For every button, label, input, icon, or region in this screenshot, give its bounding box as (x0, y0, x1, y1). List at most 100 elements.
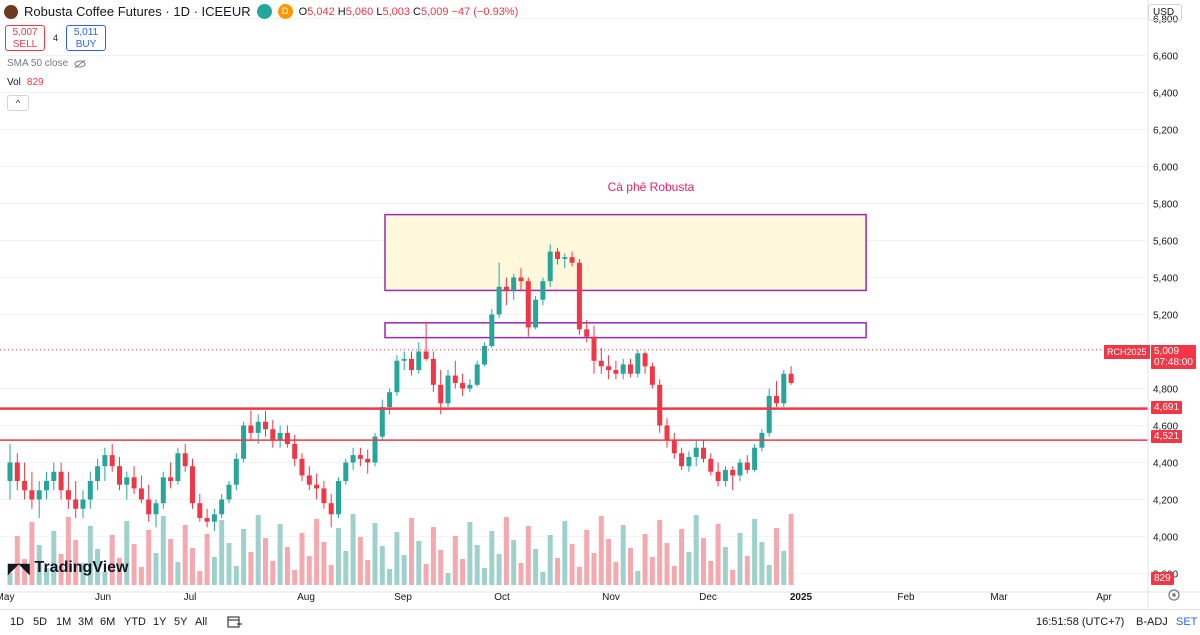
volume-bar (117, 558, 122, 585)
volume-bar (474, 545, 480, 585)
candle-body (387, 392, 393, 407)
delayed-data-badge[interactable]: D (277, 4, 293, 19)
candle-body (467, 384, 473, 389)
volume-bar (533, 549, 539, 585)
tradingview-mark-icon: ◤◥ (8, 559, 30, 576)
candle-body (226, 484, 232, 500)
candle-body (138, 488, 144, 500)
sell-button[interactable]: 5,007 SELL (5, 25, 45, 51)
price-tick-label: 4,000 (1153, 533, 1178, 544)
clock-readout[interactable]: 16:51:58 (UTC+7) (1036, 616, 1125, 628)
volume-bar (226, 543, 232, 585)
candle-body (350, 455, 356, 463)
candle-body (394, 360, 400, 393)
volume-bar (540, 572, 546, 585)
volume-bar (160, 516, 166, 585)
time-tick-label: Oct (494, 592, 510, 603)
sell-label: SELL (12, 39, 38, 50)
support-levels (0, 349, 1148, 441)
candle-body (233, 458, 239, 485)
sma-indicator-legend[interactable]: SMA 50 close (7, 58, 86, 69)
candle-body (270, 429, 276, 441)
candle-body (168, 477, 174, 481)
symbol-header[interactable]: Robusta Coffee Futures · 1D · ICEEUR D O… (4, 4, 518, 19)
volume-bar (336, 528, 341, 585)
symbol-title[interactable]: Robusta Coffee Futures · 1D · ICEEUR (24, 4, 251, 19)
candle-body (788, 373, 794, 383)
session-toggle[interactable]: SET (1176, 616, 1198, 628)
timeframe-3m[interactable]: 3M (78, 616, 94, 628)
buy-button[interactable]: 5,011 BUY (66, 25, 106, 51)
volume-bar (350, 514, 356, 585)
candle-body (211, 514, 217, 522)
candle-body (460, 382, 466, 389)
price-tick-label: 5,400 (1153, 274, 1178, 285)
volume-bar (686, 552, 692, 585)
b-adj-toggle[interactable]: B-ADJ (1136, 616, 1168, 628)
volume-bar (489, 531, 495, 585)
volume-bar (788, 514, 794, 585)
timeframe-1d[interactable]: 1D (10, 616, 25, 628)
chart-canvas[interactable]: Cà phê Robusta 6,8006,6006,4006,2006,000… (0, 0, 1200, 609)
candle-body (715, 471, 721, 481)
volume-bar (102, 572, 108, 585)
candle-body (36, 490, 42, 500)
volume-bar (664, 543, 670, 585)
candle-body (766, 395, 772, 433)
time-tick-label: Mar (990, 592, 1008, 603)
volume-bar (547, 535, 553, 585)
volume-bar (241, 529, 247, 585)
volume-bar (284, 547, 290, 585)
volume-bar (124, 521, 130, 585)
tradingview-logo[interactable]: ◤◥ TradingView (8, 559, 129, 576)
timeframe-all[interactable]: All (195, 616, 208, 628)
timeframe-1y[interactable]: 1Y (153, 616, 167, 628)
volume-bar (555, 558, 560, 585)
candle-body (598, 360, 604, 367)
volume-bars (7, 514, 794, 585)
date-range-icon[interactable] (227, 615, 243, 629)
volume-bar (248, 552, 254, 585)
timeframe-5d[interactable]: 5D (33, 616, 48, 628)
volume-bar (482, 568, 487, 585)
volume-bar (628, 548, 633, 585)
collapse-legend-button[interactable]: ^ (7, 95, 29, 111)
timeframe-ytd[interactable]: YTD (124, 616, 146, 628)
time-axis-ticks: May Jun Jul Aug Sep Oct Nov Dec 2025 Feb Mar Apr (0, 592, 1112, 603)
settings-gear-icon[interactable] (1168, 589, 1180, 601)
market-open-icon[interactable] (256, 4, 272, 19)
sma-label: SMA 50 close (7, 58, 69, 69)
chart-annotation[interactable]: Cà phê Robusta (608, 180, 695, 194)
volume-bar (584, 530, 590, 585)
candle-body (328, 503, 334, 515)
candle-body (569, 257, 575, 263)
volume-bar (503, 517, 509, 585)
volume-bar (606, 539, 612, 585)
candle-body (518, 277, 524, 282)
volume-bar (401, 555, 407, 585)
volume-bar (693, 515, 699, 585)
candle-body (248, 425, 254, 433)
vol-value: 829 (26, 77, 44, 88)
volume-bar (58, 554, 64, 585)
price-tick-label: 4,600 (1153, 422, 1178, 433)
volume-bar (211, 557, 217, 585)
candle-body (606, 366, 612, 370)
eye-hidden-icon[interactable] (74, 59, 86, 69)
candle-body (635, 353, 641, 374)
timeframe-6m[interactable]: 6M (100, 616, 116, 628)
currency-selector[interactable]: USD (1148, 4, 1182, 21)
price-tick-label: 4,200 (1153, 496, 1178, 507)
timeframe-5y[interactable]: 5Y (174, 616, 188, 628)
candle-body (781, 373, 787, 404)
volume-bar (168, 539, 174, 585)
candle-body (409, 358, 414, 370)
candle-body (87, 481, 93, 500)
buy-price: 5,011 (73, 27, 99, 38)
volume-legend[interactable]: Vol 829 (7, 77, 44, 88)
timeframe-1m[interactable]: 1M (56, 616, 72, 628)
volume-bar (730, 570, 736, 585)
volume-bar (197, 571, 203, 585)
volume-bar (708, 561, 714, 585)
volume-bar (292, 570, 298, 585)
